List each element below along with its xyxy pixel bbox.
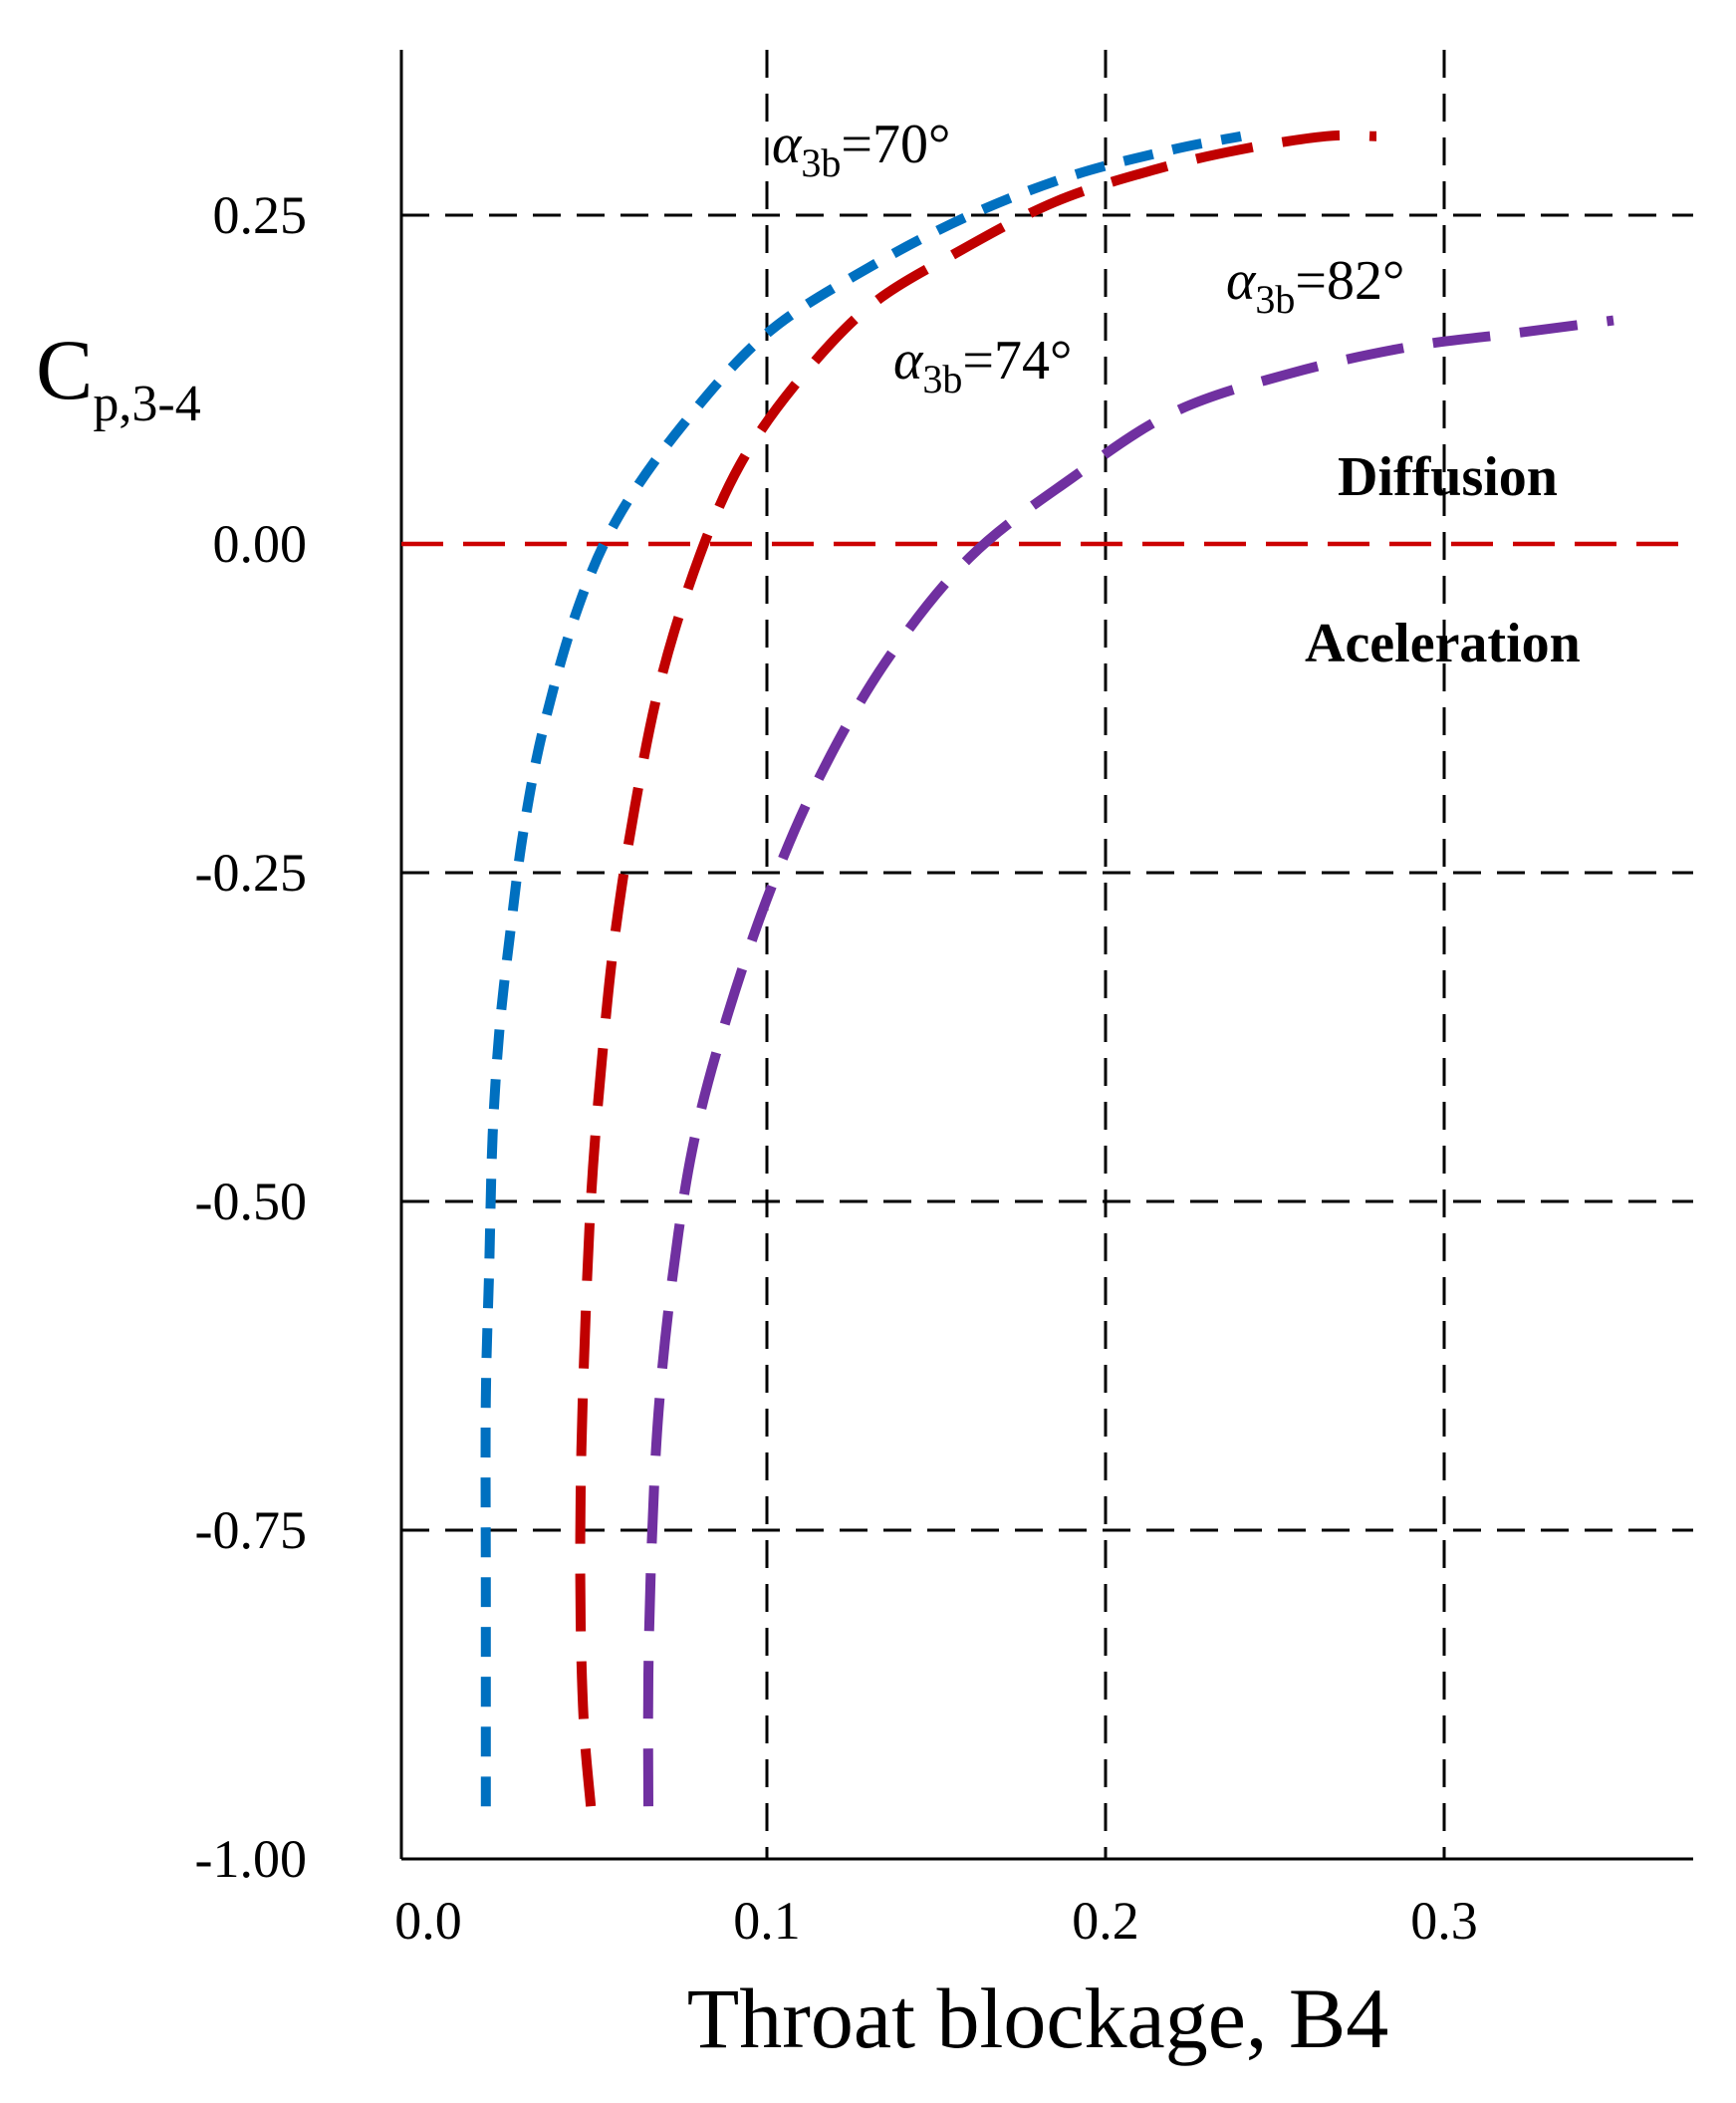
y-axis-title-main: C (36, 322, 93, 417)
series-label-value: =82° (1295, 250, 1404, 312)
series-label-subscript: 3b (1255, 277, 1295, 322)
x-tick-label: 0.0 (394, 1891, 462, 1951)
axes (399, 50, 1693, 1861)
y-tick-labels: 0.25 0.00 -0.25 -0.50 -0.75 -1.00 (195, 185, 307, 1889)
x-tick-label: 0.1 (733, 1891, 801, 1951)
series-label-symbol: α (772, 114, 803, 175)
x-tick-label: 0.2 (1072, 1891, 1139, 1951)
y-tick-label: -0.75 (195, 1500, 307, 1560)
series-label-subscript: 3b (801, 140, 841, 185)
series-label-symbol: α (1226, 250, 1257, 312)
series-label-subscript: 3b (922, 357, 962, 401)
region-label-acceleration: Aceleration (1305, 613, 1581, 674)
series-label-alpha-82: α3b=82° (1226, 250, 1404, 322)
series-curves (480, 130, 1614, 1807)
y-axis-title-subscript: p,3-4 (93, 376, 200, 432)
series-label-value: =70° (841, 114, 950, 175)
series-label-value: =74° (962, 330, 1072, 392)
y-tick-label: -1.00 (195, 1829, 307, 1889)
y-tick-label: 0.00 (213, 514, 308, 574)
y-tick-label: -0.50 (195, 1172, 307, 1231)
x-tick-labels: 0.0 0.1 0.2 0.3 (394, 1891, 1478, 1951)
y-axis-title: Cp,3-4 (36, 322, 201, 432)
series-line-2 (642, 315, 1614, 1807)
region-label-diffusion: Diffusion (1338, 446, 1558, 508)
series-label-alpha-74: α3b=74° (893, 330, 1072, 401)
series-line-0 (480, 131, 1242, 1807)
y-tick-label: 0.25 (213, 185, 308, 245)
series-label-symbol: α (893, 330, 924, 392)
x-axis-title: Throat blockage, B4 (687, 1971, 1389, 2066)
y-tick-label: -0.25 (195, 843, 307, 903)
series-label-alpha-70: α3b=70° (772, 114, 950, 185)
x-tick-label: 0.3 (1410, 1891, 1478, 1951)
grid-lines (401, 50, 1693, 1859)
